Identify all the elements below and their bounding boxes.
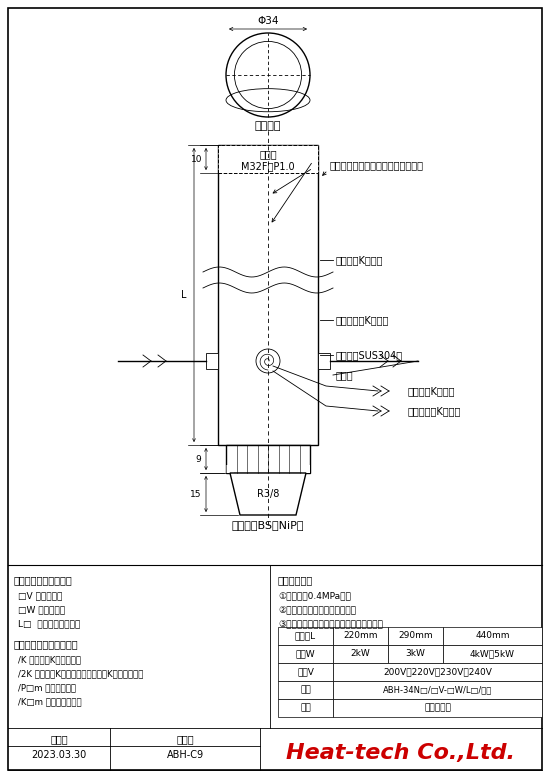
Text: 供氣口（BS＋NiP）: 供氣口（BS＋NiP） <box>232 520 304 530</box>
Bar <box>218 145 318 445</box>
Bar <box>443 645 542 663</box>
Text: □W 電力的指定: □W 電力的指定 <box>18 605 65 614</box>
Text: 熱風溫度K熱電偶: 熱風溫度K熱電偶 <box>408 386 455 396</box>
Text: /K□m 熱電偶線長指定: /K□m 熱電偶線長指定 <box>18 697 81 706</box>
Text: 熱風出口: 熱風出口 <box>255 121 281 131</box>
Polygon shape <box>230 473 306 515</box>
Text: 【在訂貨時規格指定】: 【在訂貨時規格指定】 <box>14 575 73 585</box>
Bar <box>278 681 333 699</box>
Text: 【注意事項】: 【注意事項】 <box>278 575 314 585</box>
Text: 440mm: 440mm <box>475 632 510 640</box>
Text: 熱風加熱器: 熱風加熱器 <box>424 703 451 713</box>
Text: 4kW、5kW: 4kW、5kW <box>470 650 515 658</box>
Text: L: L <box>180 290 186 300</box>
Bar <box>333 699 542 717</box>
Text: /K 熱風溫度K熱電偶追加: /K 熱風溫度K熱電偶追加 <box>18 655 81 664</box>
Bar <box>302 465 310 473</box>
Bar <box>443 627 542 645</box>
Text: 型號: 型號 <box>300 685 311 695</box>
Bar <box>388 627 443 645</box>
Text: 電源線: 電源線 <box>336 370 354 380</box>
Bar <box>333 663 542 681</box>
Bar <box>226 445 310 473</box>
Text: ①這是耐壓0.4MPa的。: ①這是耐壓0.4MPa的。 <box>278 591 351 600</box>
Text: 【選項　特別訂貨對應】: 【選項 特別訂貨對應】 <box>14 639 79 649</box>
Text: 發熱體溫度K熱電偶: 發熱體溫度K熱電偶 <box>336 315 389 325</box>
Text: ABH-C9: ABH-C9 <box>167 750 204 760</box>
Text: 內螺紋: 內螺紋 <box>259 149 277 159</box>
Bar <box>278 645 333 663</box>
Text: 200V、220V、230V、240V: 200V、220V、230V、240V <box>383 668 492 677</box>
Text: 2023.03.30: 2023.03.30 <box>31 750 87 760</box>
Text: ②請供給氣體應該是取出煢乾。: ②請供給氣體應該是取出煢乾。 <box>278 605 356 614</box>
Text: 熱風溫度K熱電偶: 熱風溫度K熱電偶 <box>336 255 383 265</box>
Bar <box>278 699 333 717</box>
Text: 日　期: 日 期 <box>50 734 68 744</box>
Bar <box>333 645 388 663</box>
Text: Heat-tech Co.,Ltd.: Heat-tech Co.,Ltd. <box>285 743 514 763</box>
Text: R3/8: R3/8 <box>257 489 279 499</box>
Text: 管長度L: 管長度L <box>295 632 316 640</box>
Text: L□  基準管長度的指定: L□ 基準管長度的指定 <box>18 619 80 628</box>
Text: /2K 熱風溫度K熱電偶和發熱體溫度K熱電偶的追加: /2K 熱風溫度K熱電偶和發熱體溫度K熱電偶的追加 <box>18 669 144 678</box>
Text: /P□m 電源線長指定: /P□m 電源線長指定 <box>18 683 76 692</box>
Text: 我們公司將在尖端定制訂購螺紋接頭: 我們公司將在尖端定制訂購螺紋接頭 <box>330 160 424 170</box>
Text: 金屬管（SUS304）: 金屬管（SUS304） <box>336 350 403 360</box>
Text: 電壓V: 電壓V <box>297 668 314 677</box>
Text: 220mm: 220mm <box>343 632 378 640</box>
Text: 9: 9 <box>195 454 201 464</box>
Text: 圖　號: 圖 號 <box>176 734 194 744</box>
Bar <box>333 681 542 699</box>
Text: ABH-34N□/□V-□W/L□/選項: ABH-34N□/□V-□W/L□/選項 <box>383 685 492 695</box>
Bar <box>278 627 333 645</box>
Text: 發熱體溫度K熱電偶: 發熱體溫度K熱電偶 <box>408 406 461 416</box>
Text: 290mm: 290mm <box>398 632 433 640</box>
Bar <box>278 663 333 681</box>
Bar <box>206 353 218 369</box>
Text: 10: 10 <box>190 155 202 163</box>
Text: ③不供給低溫氣體而加熱的話加熱器營壞。: ③不供給低溫氣體而加熱的話加熱器營壞。 <box>278 619 383 628</box>
Text: 品名: 品名 <box>300 703 311 713</box>
Text: 15: 15 <box>190 489 201 499</box>
Circle shape <box>256 349 280 373</box>
Text: Φ34: Φ34 <box>257 16 279 26</box>
Text: 3kW: 3kW <box>405 650 426 658</box>
Bar <box>318 353 330 369</box>
Text: M32F－P1.0: M32F－P1.0 <box>241 161 295 171</box>
Text: 電力W: 電力W <box>296 650 315 658</box>
Text: 2kW: 2kW <box>351 650 370 658</box>
Bar <box>388 645 443 663</box>
Text: □V 電壓的指定: □V 電壓的指定 <box>18 591 62 600</box>
Bar <box>333 627 388 645</box>
Bar <box>226 465 234 473</box>
Bar <box>218 145 318 173</box>
